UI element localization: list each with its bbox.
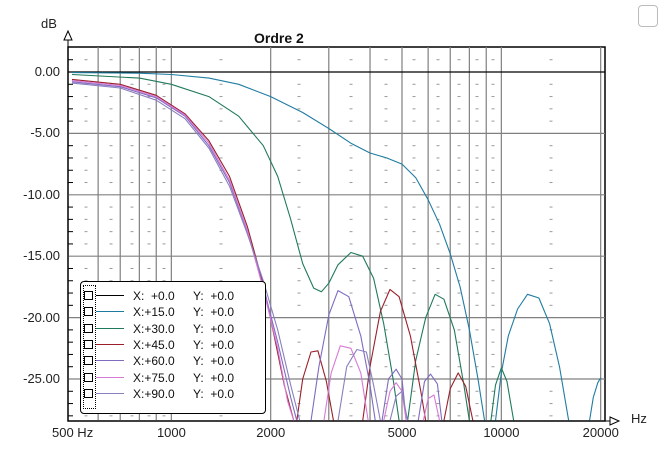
legend-y-value: Y: +0.0: [193, 321, 235, 336]
legend-checkbox[interactable]: [84, 323, 93, 333]
legend-item[interactable]: X:+60.0 Y: +0.0: [84, 353, 262, 369]
y-tick-label: -15.00: [23, 248, 60, 264]
legend-x-value: X: +0.0: [133, 289, 175, 303]
series-lobe-5: [422, 394, 441, 421]
legend-x-value: X:+75.0: [133, 370, 175, 385]
legend-y-value: Y: +0.0: [193, 337, 235, 352]
series-lobe-6: [389, 390, 409, 421]
series-lobe-4: [310, 290, 376, 421]
legend-swatch: [96, 360, 124, 362]
x-tick-label: 500 Hz: [52, 425, 94, 440]
legend-y-value: Y: +0.0: [193, 289, 235, 303]
series-lines: [71, 71, 602, 421]
series-lobe-2: [407, 293, 470, 421]
series-line-1: [71, 72, 486, 421]
legend-item[interactable]: X: +0.0 Y: +0.0: [84, 288, 262, 304]
legend-swatch: [96, 392, 124, 394]
series-lobe-5: [323, 345, 369, 421]
legend-x-value: X:+45.0: [133, 337, 175, 352]
y-axis-arrow-icon: [63, 29, 73, 41]
legend-y-value: Y: +0.0: [193, 354, 235, 369]
legend-checkbox[interactable]: [84, 291, 93, 300]
series-lobe-3: [296, 350, 335, 421]
legend-x-value: X:+15.0: [133, 305, 175, 320]
y-tick-label: -20.00: [23, 309, 60, 325]
x-axis-arrow-icon: [609, 416, 621, 426]
legend-checkbox[interactable]: [84, 388, 93, 398]
legend-y-value: Y: +0.0: [193, 386, 235, 401]
x-tick-label: 20000: [582, 425, 619, 440]
legend-swatch: [96, 343, 124, 345]
legend-item[interactable]: X:+15.0 Y: +0.0: [84, 304, 262, 320]
x-tick-label: 10000: [483, 425, 520, 440]
x-tick-label: 5000: [387, 425, 417, 440]
y-tick-label: -25.00: [23, 371, 60, 386]
y-tick-label: -10.00: [23, 186, 60, 202]
series-line-4: [71, 81, 298, 421]
series-line-5: [71, 80, 295, 421]
legend-swatch: [96, 327, 124, 329]
legend-checkbox[interactable]: [84, 339, 93, 349]
legend-checkbox[interactable]: [84, 307, 93, 317]
legend-y-value: Y: +0.0: [193, 305, 235, 320]
legend-y-value: Y: +0.0: [193, 370, 235, 385]
legend-x-value: X:+30.0: [133, 321, 175, 336]
legend-x-value: X:+60.0: [133, 354, 175, 369]
legend-item[interactable]: X:+45.0 Y: +0.0: [84, 337, 262, 353]
legend-swatch: [96, 295, 124, 296]
y-tick-label: -5.00: [30, 125, 60, 141]
series-line-6: [71, 82, 301, 421]
series-lobe-6: [337, 348, 381, 421]
y-axis-unit: dB: [41, 16, 57, 31]
series-lobe-3: [362, 288, 427, 421]
y-tick-label: 0.00: [34, 64, 60, 79]
axes: [63, 29, 621, 426]
legend-swatch: [96, 376, 124, 378]
legend-x-value: X:+90.0: [133, 386, 175, 401]
chart-title: Ordre 2: [254, 30, 304, 46]
legend: X: +0.0 Y: +0.0 X:+15.0 Y: +0.0 X:+30.0 Y: +0…: [80, 281, 266, 414]
legend-item[interactable]: X:+75.0 Y: +0.0: [84, 370, 262, 386]
legend-item[interactable]: X:+30.0 Y: +0.0: [84, 321, 262, 337]
x-tick-label: 2000: [256, 425, 286, 440]
series-lobe-3: [443, 372, 474, 421]
series-line-3: [71, 78, 295, 421]
legend-swatch: [96, 311, 124, 313]
series-lobe-2: [490, 367, 515, 421]
series-lobe-4: [381, 368, 407, 421]
x-axis-unit: Hz: [631, 411, 647, 426]
series-lobe-1: [588, 377, 602, 421]
legend-item[interactable]: X:+90.0 Y: +0.0: [84, 386, 262, 402]
x-tick-label: 1000: [156, 425, 186, 440]
series-lobe-1: [494, 293, 570, 421]
window-toggle-button[interactable]: [638, 5, 658, 27]
legend-checkbox[interactable]: [84, 372, 93, 382]
legend-checkbox[interactable]: [84, 356, 93, 366]
legend-checkbox-column: [83, 285, 96, 409]
series-lobe-4: [417, 373, 443, 421]
series-line-2: [71, 73, 400, 421]
